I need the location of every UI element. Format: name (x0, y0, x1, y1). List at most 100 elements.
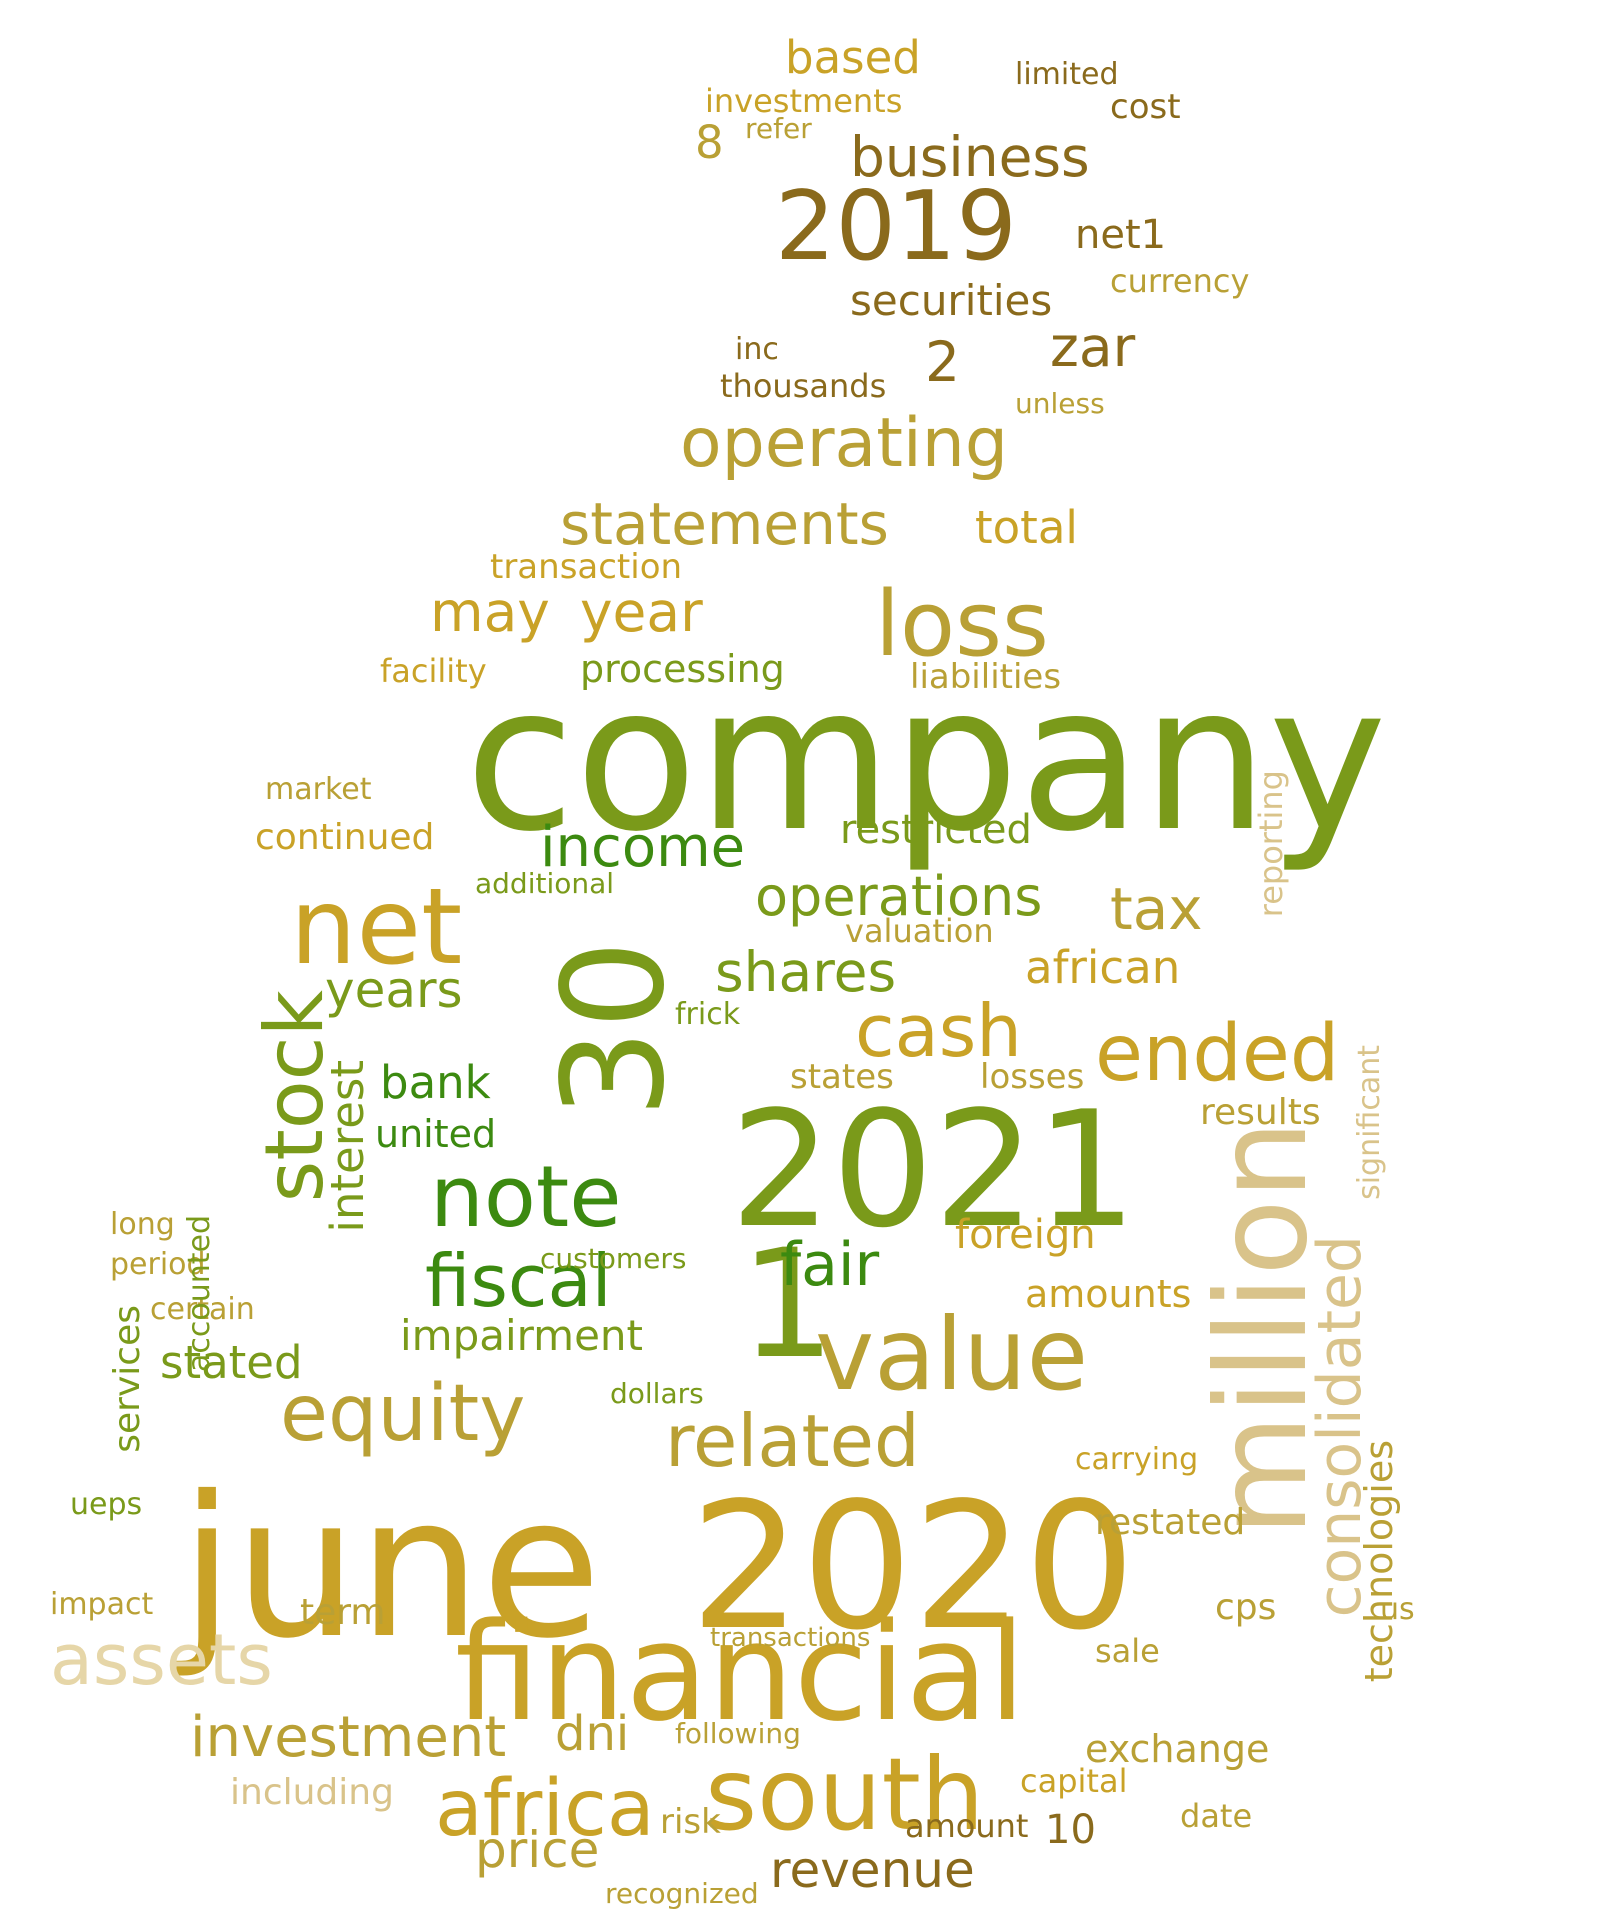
word: losses (980, 1057, 1085, 1097)
word: securities (850, 276, 1053, 325)
word: fiscal (425, 1239, 612, 1323)
word: value (815, 1296, 1089, 1413)
word: customers (540, 1242, 687, 1275)
word: assets (50, 1619, 273, 1701)
word: additional (475, 867, 615, 900)
word: investment (190, 1705, 507, 1770)
word: services (107, 1305, 148, 1453)
word: following (675, 1717, 801, 1750)
word: reporting (1252, 770, 1290, 918)
word: south (705, 1736, 985, 1853)
word: 30 (533, 940, 696, 1119)
word: long (110, 1207, 175, 1242)
word: frick (675, 997, 741, 1032)
word: cash (855, 989, 1022, 1073)
word: years (325, 961, 463, 1019)
word: related (665, 1399, 920, 1483)
word: zar (1050, 315, 1136, 379)
word: valuation (845, 912, 994, 950)
word: year (580, 580, 703, 644)
word: operations (755, 865, 1043, 928)
word: financial (455, 1594, 1026, 1751)
word: date (1180, 1797, 1253, 1835)
word: impairment (400, 1311, 644, 1360)
word: income (540, 815, 746, 880)
word: exchange (1085, 1727, 1270, 1771)
word: certain (150, 1292, 255, 1327)
word: foreign (955, 1212, 1096, 1258)
word: cps (1215, 1587, 1277, 1628)
word: may (430, 580, 550, 644)
word: accounted (182, 1215, 217, 1373)
word: currency (1110, 262, 1250, 300)
word: capital (1020, 1762, 1128, 1800)
word: ueps (70, 1487, 143, 1522)
word: note (430, 1148, 622, 1247)
word: sale (1095, 1632, 1160, 1670)
word: net1 (1075, 212, 1167, 258)
word: thousands (720, 367, 887, 405)
word: results (1200, 1092, 1321, 1133)
word: term (300, 1592, 386, 1633)
word: significant (1352, 1045, 1387, 1200)
word: investments (705, 82, 903, 120)
word: united (375, 1112, 497, 1156)
word: including (230, 1772, 394, 1813)
word: tax (1110, 875, 1203, 943)
word: transaction (490, 547, 683, 587)
word: refer (745, 112, 812, 145)
word: business (850, 125, 1090, 189)
word: restated (1095, 1502, 1246, 1543)
word: stated (160, 1336, 303, 1389)
word: unless (1015, 387, 1105, 420)
word: loss (875, 572, 1049, 677)
word: june (180, 1454, 602, 1681)
word: ended (1095, 1009, 1340, 1099)
word: operating (680, 404, 1009, 483)
word: amount (905, 1807, 1029, 1845)
word: interest (321, 1060, 374, 1233)
word: 2020 (690, 1466, 1136, 1669)
word: 8 (695, 116, 724, 169)
word: dollars (610, 1377, 704, 1410)
word: 10 (1045, 1807, 1096, 1853)
word: revenue (770, 1841, 975, 1899)
word: 2019 (775, 172, 1017, 282)
word: dni (555, 1706, 630, 1762)
word: processing (580, 647, 785, 691)
word: limited (1015, 57, 1119, 92)
word: technologies (1357, 1440, 1401, 1683)
word: risk (660, 1802, 721, 1842)
word: 2 (925, 330, 960, 394)
word: states (790, 1057, 894, 1097)
word: recognized (605, 1877, 759, 1910)
word: total (975, 501, 1078, 554)
word: period (110, 1247, 206, 1282)
word: 1 (740, 1218, 836, 1392)
word: impact (50, 1587, 154, 1622)
word: statements (560, 490, 889, 558)
word: equity (280, 1369, 526, 1459)
word: company (465, 643, 1387, 876)
word: market (265, 772, 372, 807)
word: transactions (710, 1623, 871, 1653)
word: based (785, 31, 921, 84)
word: liabilities (910, 657, 1062, 697)
word: shares (715, 940, 897, 1004)
word: amounts (1025, 1272, 1192, 1316)
word: restricted (840, 807, 1032, 853)
word: carrying (1075, 1442, 1199, 1477)
word: bank (380, 1056, 491, 1109)
word: africa (435, 1764, 655, 1854)
word: inc (735, 332, 779, 367)
word: facility (380, 652, 487, 690)
word: net (290, 866, 463, 988)
word: 2021 (730, 1076, 1138, 1263)
word: price (475, 1821, 600, 1879)
word: fair (780, 1230, 880, 1300)
word: us (1380, 1592, 1415, 1627)
word: african (1025, 941, 1181, 994)
word: cost (1110, 87, 1181, 127)
word: continued (255, 817, 435, 858)
